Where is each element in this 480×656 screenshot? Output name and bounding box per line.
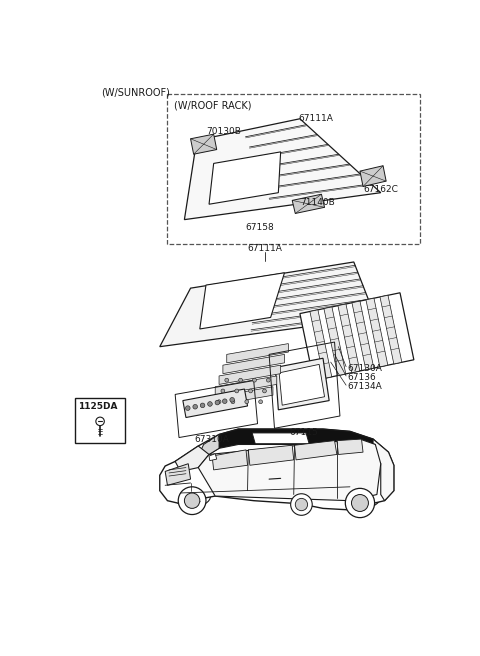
- Circle shape: [263, 389, 266, 393]
- Text: 67111A: 67111A: [248, 244, 283, 253]
- Polygon shape: [337, 439, 363, 455]
- Text: 67158: 67158: [245, 222, 274, 232]
- Polygon shape: [200, 273, 285, 329]
- Polygon shape: [338, 304, 360, 373]
- Circle shape: [295, 499, 308, 510]
- Circle shape: [291, 494, 312, 516]
- Circle shape: [208, 401, 212, 406]
- Polygon shape: [219, 365, 281, 384]
- Circle shape: [345, 488, 374, 518]
- Text: 67310A: 67310A: [194, 435, 229, 444]
- Polygon shape: [198, 439, 381, 501]
- Polygon shape: [211, 387, 273, 406]
- Circle shape: [351, 495, 369, 512]
- Text: 71140B: 71140B: [300, 198, 335, 207]
- Polygon shape: [165, 464, 191, 485]
- Polygon shape: [175, 446, 209, 472]
- Circle shape: [185, 406, 190, 411]
- Circle shape: [221, 389, 225, 393]
- Text: (W/ROOF RACK): (W/ROOF RACK): [174, 100, 251, 110]
- Polygon shape: [295, 441, 337, 460]
- Circle shape: [239, 379, 242, 382]
- Polygon shape: [380, 295, 402, 364]
- Circle shape: [193, 405, 197, 409]
- Polygon shape: [223, 354, 285, 374]
- Polygon shape: [215, 376, 277, 395]
- Circle shape: [245, 400, 249, 403]
- Bar: [75, 398, 125, 443]
- Polygon shape: [209, 152, 281, 204]
- Circle shape: [184, 493, 200, 508]
- Circle shape: [252, 379, 256, 382]
- Polygon shape: [352, 301, 374, 370]
- Circle shape: [200, 403, 205, 407]
- Polygon shape: [373, 439, 394, 501]
- Polygon shape: [227, 344, 288, 363]
- Text: 70130B: 70130B: [206, 127, 241, 136]
- Polygon shape: [184, 119, 381, 220]
- Circle shape: [225, 379, 228, 382]
- Polygon shape: [212, 450, 248, 470]
- Circle shape: [249, 389, 252, 393]
- Polygon shape: [366, 298, 388, 367]
- Polygon shape: [183, 389, 248, 417]
- Circle shape: [222, 399, 227, 403]
- Text: 67111A: 67111A: [299, 114, 333, 123]
- Polygon shape: [160, 429, 394, 510]
- Text: (W/SUNROOF): (W/SUNROOF): [101, 88, 170, 98]
- Text: 67115: 67115: [289, 428, 318, 436]
- Polygon shape: [279, 364, 324, 405]
- Circle shape: [266, 379, 270, 382]
- Polygon shape: [324, 307, 346, 376]
- Text: 67130A: 67130A: [348, 363, 383, 373]
- Polygon shape: [160, 262, 375, 346]
- Text: 1125DA: 1125DA: [78, 402, 118, 411]
- Polygon shape: [360, 439, 377, 473]
- Circle shape: [230, 398, 234, 402]
- Circle shape: [217, 400, 221, 403]
- Polygon shape: [252, 433, 309, 443]
- Polygon shape: [360, 166, 386, 186]
- Polygon shape: [198, 434, 219, 456]
- Bar: [168, 94, 420, 244]
- Polygon shape: [275, 358, 329, 410]
- Polygon shape: [191, 134, 217, 154]
- Ellipse shape: [177, 462, 189, 468]
- Polygon shape: [300, 293, 414, 380]
- Text: 67134A: 67134A: [348, 382, 383, 391]
- Circle shape: [215, 400, 220, 405]
- Polygon shape: [310, 310, 332, 379]
- Circle shape: [178, 487, 206, 514]
- Text: 67136: 67136: [348, 373, 376, 382]
- Circle shape: [235, 389, 239, 393]
- Circle shape: [231, 400, 235, 403]
- Polygon shape: [292, 194, 324, 213]
- Polygon shape: [209, 429, 381, 455]
- Polygon shape: [209, 454, 217, 461]
- Polygon shape: [248, 445, 294, 465]
- Text: 67162C: 67162C: [364, 185, 399, 194]
- Circle shape: [259, 400, 263, 403]
